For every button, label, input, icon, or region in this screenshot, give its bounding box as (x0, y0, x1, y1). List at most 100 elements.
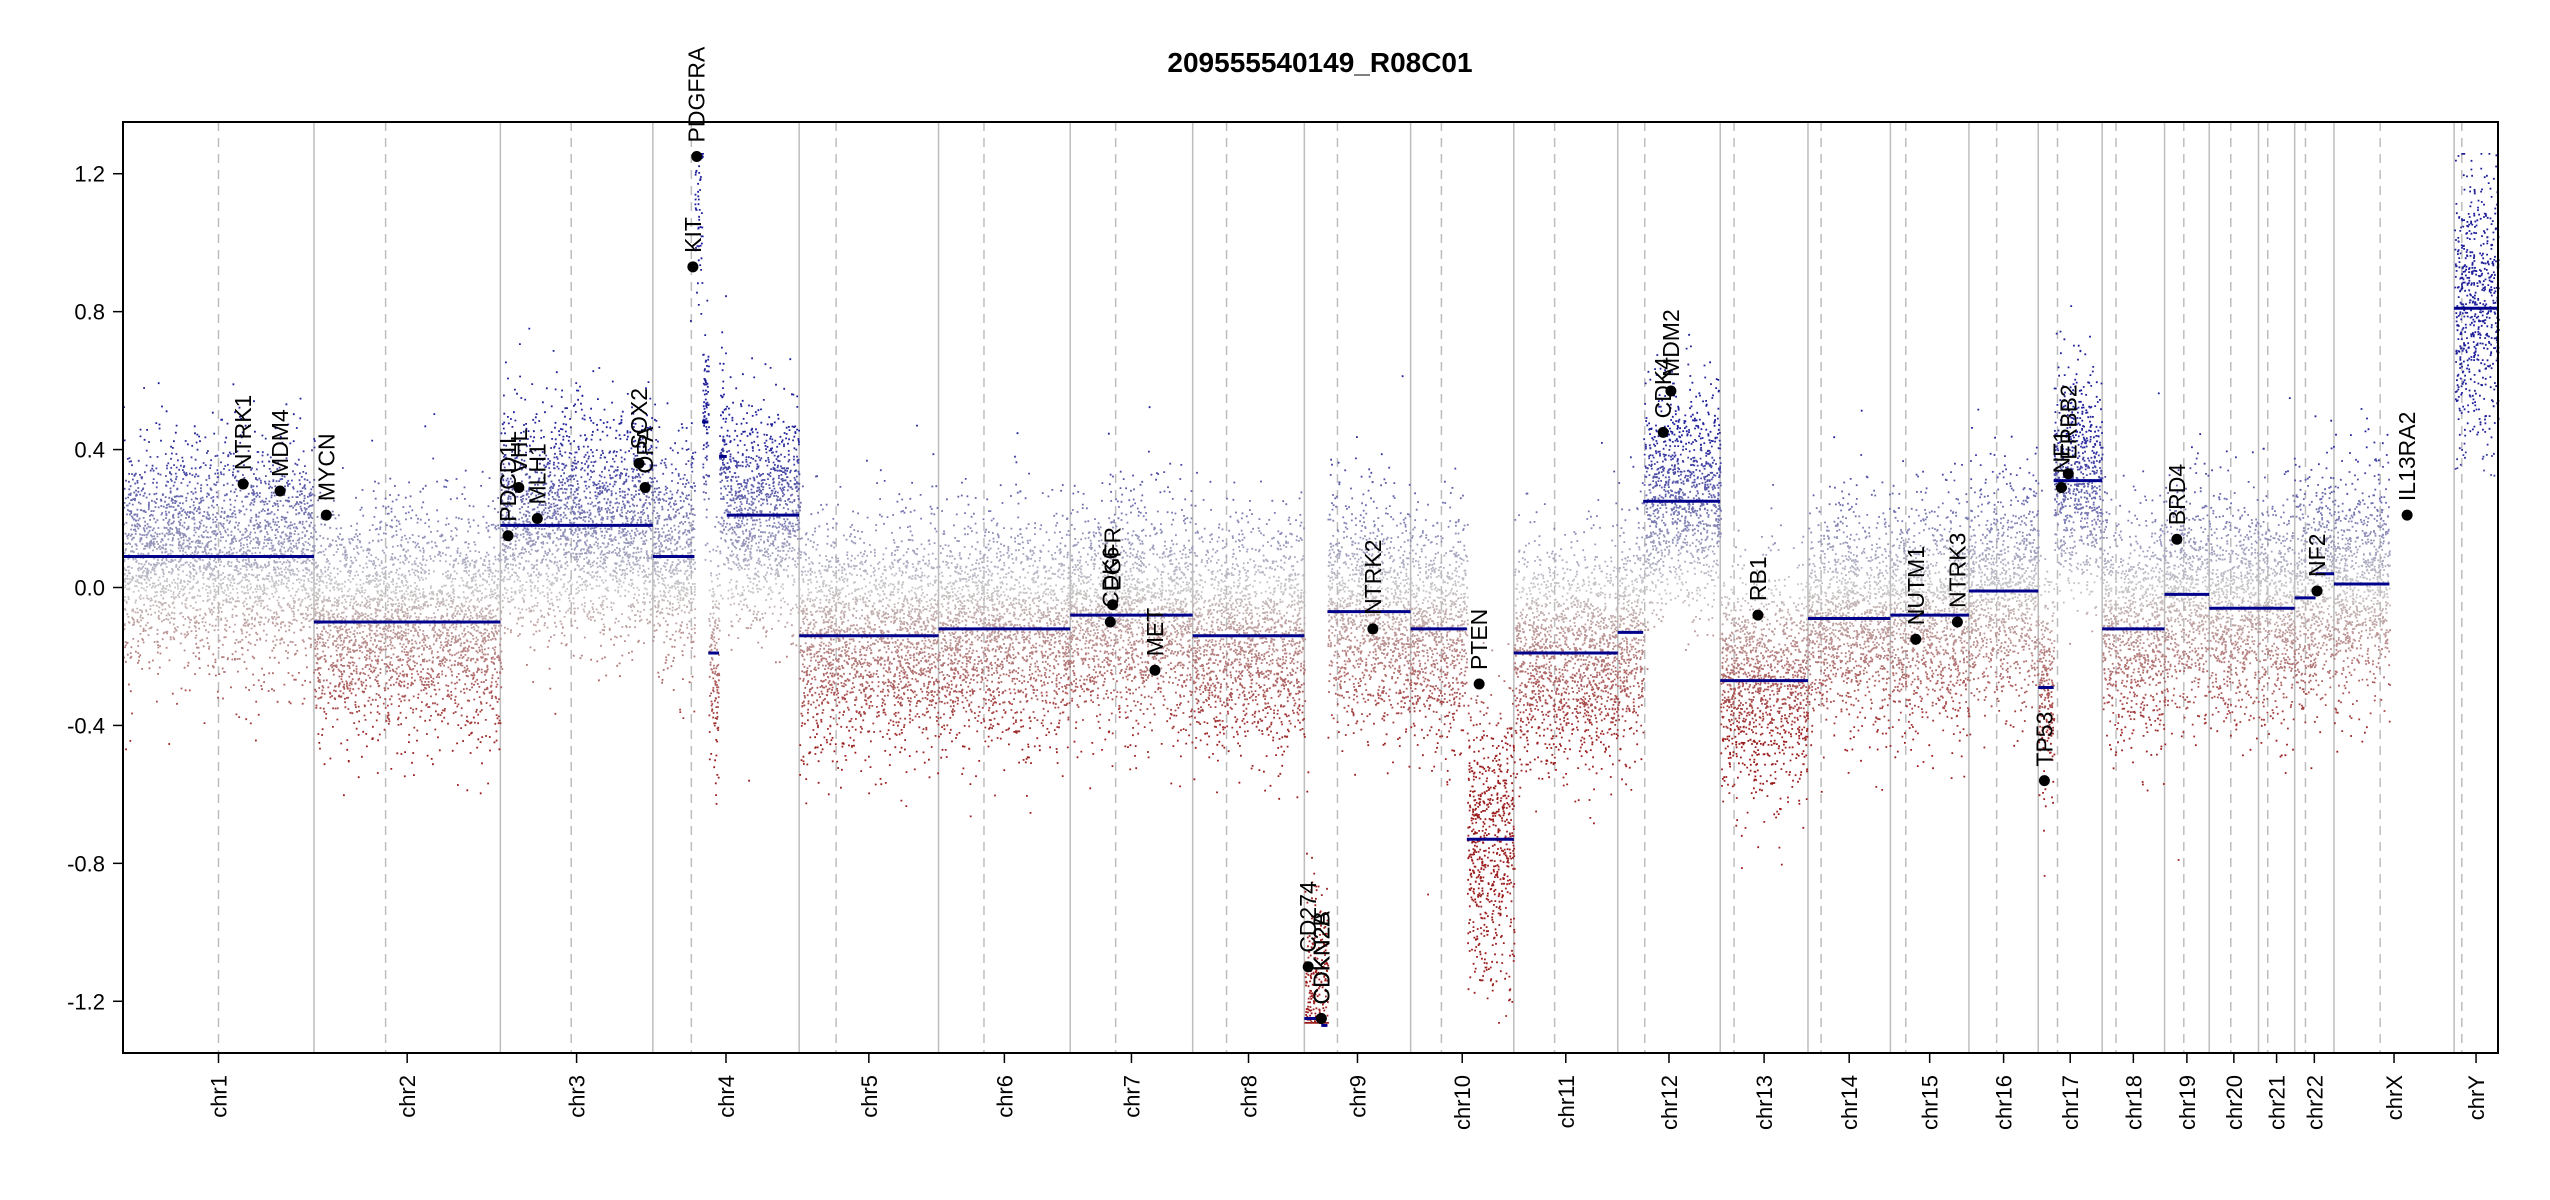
probe-point-group (332, 669, 2331, 672)
probe-point-group (165, 484, 2178, 487)
gene-marker (531, 513, 543, 525)
chromosome-label: chr6 (992, 1075, 1017, 1118)
probe-point-group (142, 638, 2389, 642)
chromosome-label: chr5 (857, 1075, 882, 1118)
probe-point-group (408, 741, 2046, 744)
probe-point-group (128, 509, 2379, 513)
probe-point-group (124, 549, 2352, 553)
y-tick-label: 0.0 (74, 576, 105, 601)
probe-point-group (165, 484, 2309, 487)
y-tick-label: -0.8 (67, 851, 105, 876)
probe-point-group (139, 540, 2385, 543)
probe-point-group (331, 694, 2377, 698)
probe-point-group (148, 529, 2390, 532)
probe-point-group (310, 643, 2338, 646)
probe-point-group (129, 571, 2381, 575)
gene-marker (1149, 664, 1161, 676)
probe-point-group (357, 678, 2133, 681)
probe-point-group (124, 532, 2389, 535)
probe-point-group (127, 493, 2091, 497)
probe-point-group (191, 444, 2088, 448)
gene-marker (1951, 616, 1963, 628)
probe-point-group (125, 479, 2302, 483)
probe-point-group (130, 511, 2331, 515)
probe-point-group (123, 439, 2089, 442)
probe-point-group (138, 517, 2383, 520)
probe-point-group (124, 580, 2385, 584)
probe-point-group (136, 494, 2375, 497)
probe-point-group (127, 533, 2384, 537)
probe-point-group (437, 736, 1855, 739)
probe-point-group (124, 497, 2381, 500)
gene-label: MDM4 (267, 409, 293, 477)
y-tick-label: -1.2 (67, 989, 105, 1014)
probe-point-group (123, 501, 2387, 505)
probe-point-group (372, 736, 2050, 740)
probe-point-group (293, 678, 2368, 681)
probe-point-group (123, 153, 2500, 435)
probe-point-group (125, 547, 2347, 551)
gene-marker (1367, 623, 1379, 635)
probe-point-group (123, 558, 2375, 562)
probe-point-group (173, 495, 2370, 498)
chart-title: 209555540149_R08C01 (1167, 47, 1472, 78)
y-axis: -1.2 -0.8 -0.4 0.0 0.4 0.8 1.2 (67, 162, 123, 1014)
chromosome-label: chr14 (1837, 1075, 1862, 1130)
probe-point-group (146, 545, 2383, 548)
probe-point-group (136, 515, 2389, 518)
probe-point-group (140, 489, 2335, 493)
probe-point-group (1098, 726, 1911, 729)
probe-point-group (289, 442, 2466, 445)
chromosome-label: chr7 (1119, 1075, 1144, 1118)
chromosome-label: chr10 (1450, 1075, 1475, 1130)
probe-point-group (246, 648, 2383, 652)
probe-point-group (338, 626, 2371, 629)
probe-point-group (148, 546, 2380, 550)
probe-point-group (134, 524, 2322, 527)
probe-point-group (145, 449, 2094, 452)
probe-point-group (317, 680, 2323, 683)
probe-point-group (321, 727, 2238, 731)
probe-point-group (364, 718, 2265, 722)
gene-label: MLH1 (524, 443, 550, 504)
probe-point-group (314, 647, 2384, 651)
probe-point-group (383, 728, 2157, 732)
gene-marker (274, 485, 286, 497)
gene-marker (687, 261, 699, 273)
probe-point-group (223, 670, 2351, 674)
probe-point-group (131, 536, 2385, 540)
probe-point-group (561, 443, 2101, 446)
probe-point-group (137, 661, 2380, 665)
probe-point-group (169, 635, 2373, 639)
probe-point-group (358, 709, 2386, 713)
chromosome-label: chr11 (1554, 1075, 1579, 1128)
probe-point-group (128, 581, 2362, 585)
probe-point-group (334, 685, 2265, 688)
probe-point-group (127, 509, 2384, 512)
probe-point-group (1454, 467, 1457, 470)
gene-label: EGFR (1100, 527, 1126, 591)
probe-point-group (400, 723, 2238, 726)
probe-point-group (420, 709, 1960, 712)
probe-point-group (191, 474, 2171, 477)
probe-point-group (457, 724, 2263, 727)
probe-point-group (249, 722, 2283, 725)
gene-marker (633, 457, 645, 469)
probe-point-group (217, 696, 2324, 699)
probe-point-group (507, 487, 2067, 490)
probe-point-group (371, 737, 2131, 741)
chromosome-label: chr12 (1657, 1075, 1682, 1130)
probe-point-group (128, 488, 2387, 491)
probe-point-group (504, 454, 2488, 456)
probe-point-group (149, 469, 2485, 473)
probe-point-group (354, 703, 2327, 707)
probe-point-group (149, 583, 2376, 587)
x-axis: chr1 chr2 chr3 chr4 chr5 chr6 chr7 chr8 chr9 chr1… (206, 1053, 2489, 1130)
probe-point-group (126, 574, 2389, 577)
probe-point-group (255, 700, 2342, 704)
probe-point-group (132, 637, 2351, 641)
gene-label: CD274 (1295, 881, 1321, 953)
probe-point-group (143, 563, 2389, 566)
probe-point-group (136, 481, 2094, 485)
